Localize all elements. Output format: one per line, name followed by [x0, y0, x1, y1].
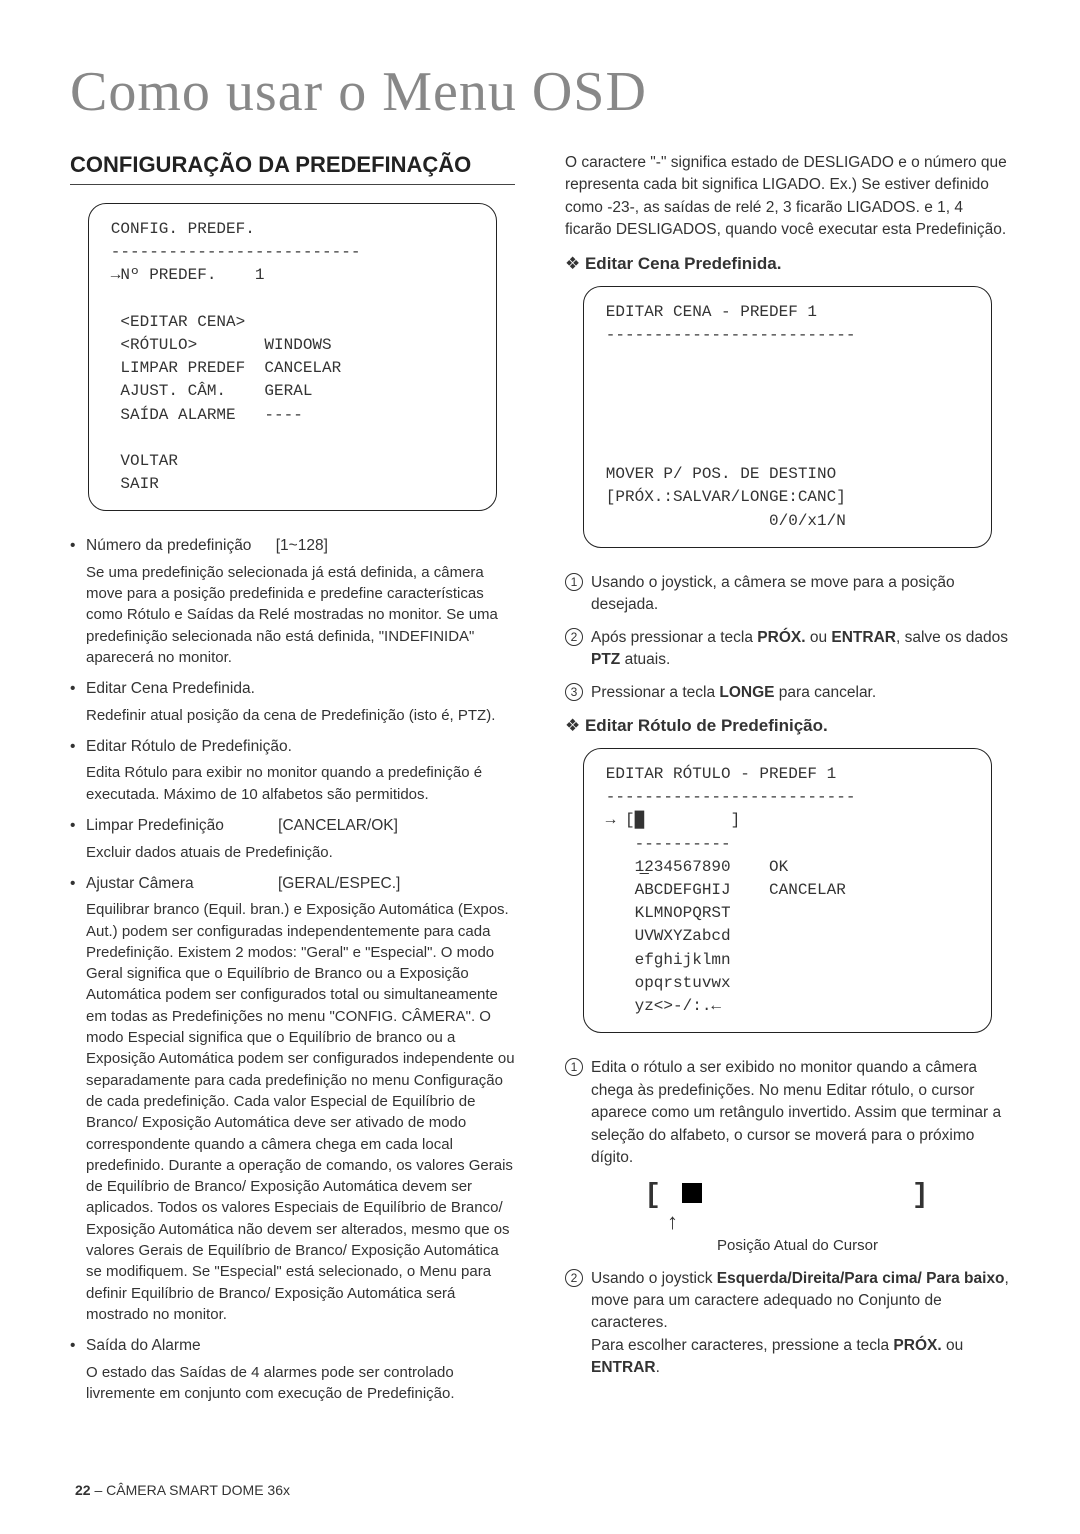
bullet-value: [1~128]: [276, 537, 328, 554]
edit-scene-heading: Editar Cena Predefinida.: [565, 254, 1010, 274]
label-steps-list: 1 Edita o rótulo a ser exibido no monitor…: [565, 1057, 1010, 1169]
scene-step-2: 2 Após pressionar a tecla PRÓX. ou ENTRAR…: [565, 627, 1010, 672]
arrow-up-icon: ↑: [667, 1209, 678, 1235]
step-text: Após pressionar a tecla PRÓX. ou ENTRAR,…: [591, 629, 1008, 668]
label-steps-list-2: 2 Usando o joystick Esquerda/Direita/Para…: [565, 1268, 1010, 1380]
scene-steps-list: 1 Usando o joystick, a câmera se move par…: [565, 572, 1010, 704]
osd-config-box: CONFIG. PREDEF. ------------------------…: [88, 203, 497, 511]
bullet-label: Editar Rótulo de Predefinição.: [86, 738, 292, 755]
footer-text: – CÂMERA SMART DOME 36x: [91, 1482, 290, 1498]
bullet-edit-label: Editar Rótulo de Predefinição. Edita Rót…: [70, 736, 515, 805]
step-number-icon: 2: [565, 1269, 583, 1287]
bullet-label: Número da predefinição: [86, 537, 251, 554]
bullet-edit-scene: Editar Cena Predefinida. Redefinir atual…: [70, 678, 515, 726]
bullet-label: Saída do Alarme: [86, 1337, 201, 1354]
left-column: CONFIGURAÇÃO DA PREDEFINAÇÃO CONFIG. PRE…: [70, 152, 515, 1414]
right-column: O caractere "-" significa estado de DESL…: [565, 152, 1010, 1414]
cursor-diagram: [ ] ↑ Posição Atual do Cursor: [565, 1180, 1010, 1254]
bullet-value: [CANCELAR/OK]: [278, 817, 398, 834]
bullet-desc: Se uma predefinição selecionada já está …: [86, 562, 515, 668]
cursor-label-text: Posição Atual do Cursor: [565, 1237, 1010, 1254]
bullet-clear-preset: Limpar Predefinição [CANCELAR/OK] Exclui…: [70, 815, 515, 863]
step-text: Pressionar a tecla LONGE para cancelar.: [591, 684, 876, 701]
bullet-adjust-camera: Ajustar Câmera [GERAL/ESPEC.] Equilibrar…: [70, 873, 515, 1325]
scene-step-1: 1 Usando o joystick, a câmera se move par…: [565, 572, 1010, 617]
bullet-label: Ajustar Câmera: [86, 875, 194, 892]
bullet-label: Editar Cena Predefinida.: [86, 680, 255, 697]
right-intro-text: O caractere "-" significa estado de DESL…: [565, 152, 1010, 242]
step-number-icon: 1: [565, 573, 583, 591]
step-number-icon: 1: [565, 1058, 583, 1076]
osd-scene-box: EDITAR CENA - PREDEF 1 -----------------…: [583, 286, 992, 548]
bullet-desc: O estado das Saídas de 4 alarmes pode se…: [86, 1362, 515, 1405]
page-title: Como usar o Menu OSD: [70, 60, 1010, 124]
bullet-preset-number: Número da predefinição [1~128] Se uma pr…: [70, 535, 515, 668]
bullet-label: Limpar Predefinição: [86, 817, 224, 834]
bullet-desc: Equilibrar branco (Equil. bran.) e Expos…: [86, 899, 515, 1325]
cursor-brackets: [ ]: [565, 1180, 1010, 1211]
osd-label-box: EDITAR RÓTULO - PREDEF 1 ---------------…: [583, 748, 992, 1033]
step-number-icon: 2: [565, 628, 583, 646]
cursor-block-icon: [682, 1183, 702, 1203]
page-number: 22: [75, 1482, 91, 1498]
step-text: Usando o joystick, a câmera se move para…: [591, 574, 955, 613]
step-text: Edita o rótulo a ser exibido no monitor …: [591, 1059, 1001, 1166]
bullet-desc: Edita Rótulo para exibir no monitor quan…: [86, 762, 515, 805]
step-number-icon: 3: [565, 683, 583, 701]
bullet-desc: Excluir dados atuais de Predefinição.: [86, 842, 515, 863]
scene-step-3: 3 Pressionar a tecla LONGE para cancelar.: [565, 682, 1010, 704]
two-column-layout: CONFIGURAÇÃO DA PREDEFINAÇÃO CONFIG. PRE…: [70, 152, 1010, 1414]
bullet-value: [GERAL/ESPEC.]: [278, 875, 400, 892]
section-heading: CONFIGURAÇÃO DA PREDEFINAÇÃO: [70, 152, 515, 185]
label-step-2: 2 Usando o joystick Esquerda/Direita/Para…: [565, 1268, 1010, 1380]
label-step-1: 1 Edita o rótulo a ser exibido no monitor…: [565, 1057, 1010, 1169]
bullet-alarm-output: Saída do Alarme O estado das Saídas de 4…: [70, 1335, 515, 1404]
left-bullet-list: Número da predefinição [1~128] Se uma pr…: [70, 535, 515, 1404]
page-footer: 22 – CÂMERA SMART DOME 36x: [75, 1482, 290, 1498]
bullet-desc: Redefinir atual posição da cena de Prede…: [86, 705, 515, 726]
edit-label-heading: Editar Rótulo de Predefinição.: [565, 716, 1010, 736]
step-text: Usando o joystick Esquerda/Direita/Para …: [591, 1270, 1009, 1377]
